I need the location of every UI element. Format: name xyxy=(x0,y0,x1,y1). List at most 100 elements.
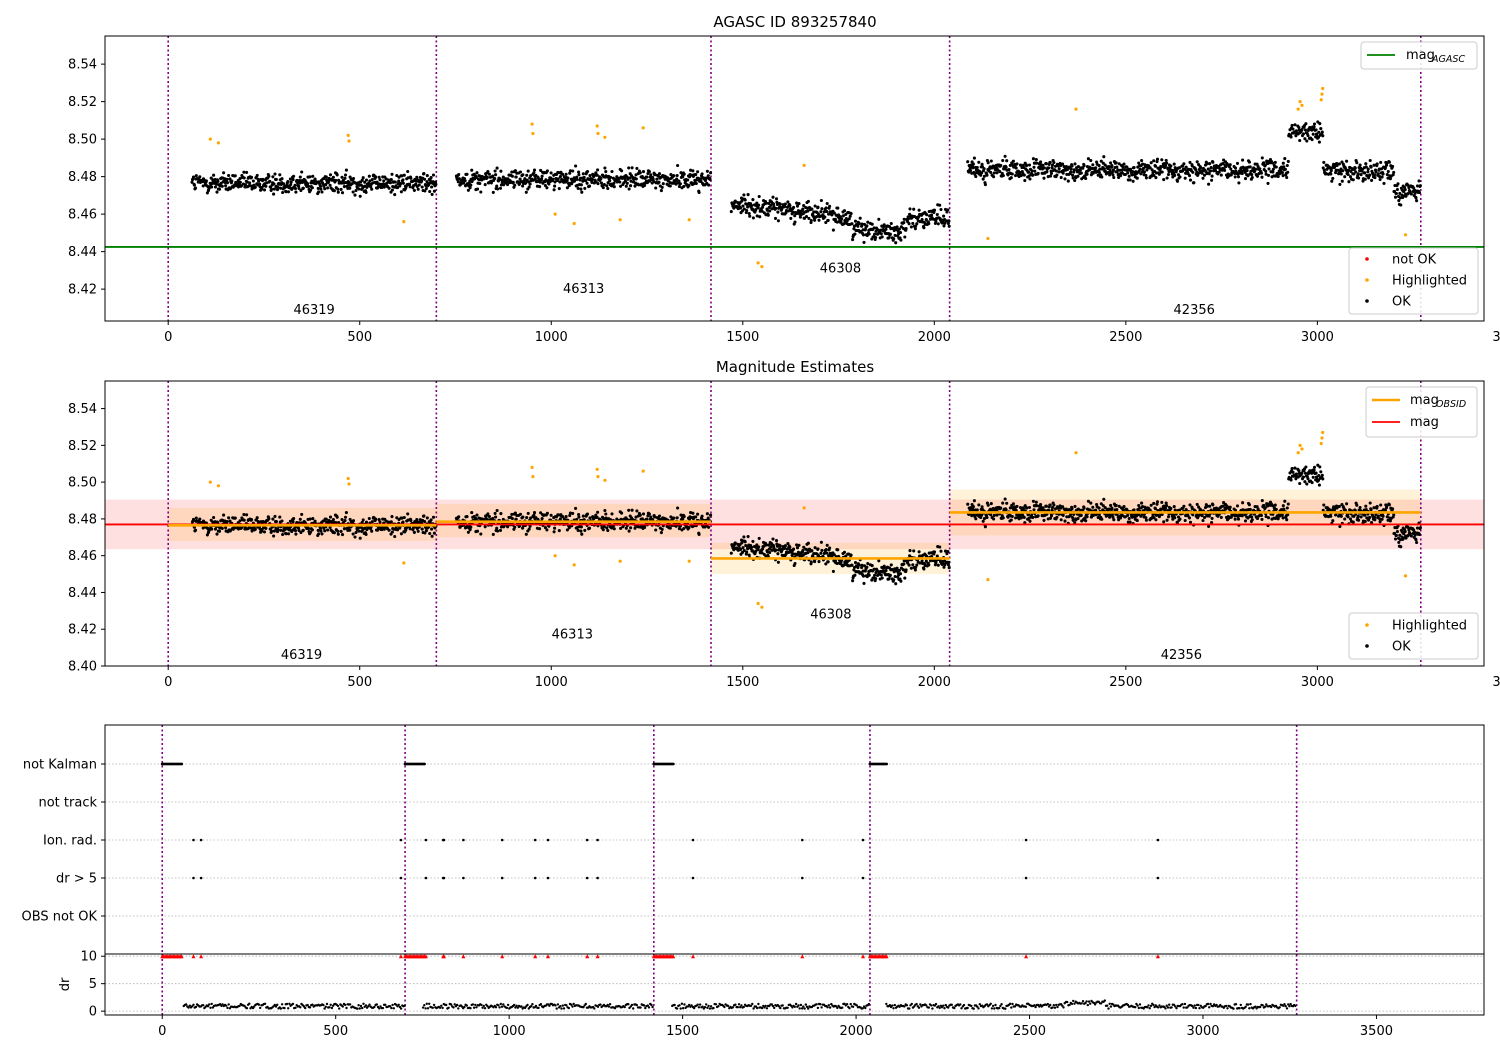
ok-point xyxy=(282,182,286,186)
ok-point xyxy=(1123,515,1127,519)
ok-point xyxy=(612,527,616,531)
ok-point xyxy=(757,203,761,207)
ok-point xyxy=(1079,171,1083,175)
ok-point xyxy=(261,177,265,181)
ok-point xyxy=(822,210,826,214)
ok-point xyxy=(982,167,986,171)
ok-point xyxy=(557,187,561,191)
ok-point xyxy=(225,177,229,181)
ok-point xyxy=(354,530,358,535)
ok-point xyxy=(1084,519,1088,523)
ok-point xyxy=(798,215,802,219)
ok-point xyxy=(1011,502,1015,506)
ok-point xyxy=(249,518,254,522)
ok-point xyxy=(971,162,975,166)
ok-point xyxy=(1270,161,1275,165)
ok-point xyxy=(609,175,613,179)
ok-point xyxy=(363,180,367,184)
ok-point xyxy=(1153,164,1158,168)
ok-point xyxy=(293,186,298,191)
ok-point xyxy=(980,505,984,509)
ok-point xyxy=(495,526,499,530)
ok-point xyxy=(969,168,973,173)
ok-point xyxy=(425,174,429,178)
ok-point xyxy=(793,561,797,566)
ok-point xyxy=(853,561,858,565)
ok-point xyxy=(772,544,776,548)
ok-point xyxy=(272,187,276,191)
ok-point xyxy=(755,201,759,205)
ok-point xyxy=(1414,196,1418,200)
ok-point xyxy=(276,527,280,531)
ok-point xyxy=(1303,137,1307,141)
ok-point xyxy=(1318,122,1322,126)
ok-point xyxy=(915,563,919,567)
ok-point xyxy=(292,174,296,178)
ok-point xyxy=(487,514,491,519)
ok-point xyxy=(1260,499,1264,503)
ok-point xyxy=(1415,184,1420,188)
ok-point xyxy=(675,516,679,520)
ok-point xyxy=(388,181,393,185)
ok-point xyxy=(1259,171,1263,175)
ok-point xyxy=(858,216,862,220)
ok-point xyxy=(340,175,344,179)
highlighted-point xyxy=(603,135,607,139)
ok-point xyxy=(1004,165,1008,169)
ok-point xyxy=(487,172,491,176)
ok-point xyxy=(1121,165,1125,169)
ok-point xyxy=(633,526,637,530)
ok-point xyxy=(977,503,981,507)
ok-point xyxy=(1404,194,1408,198)
ok-point xyxy=(742,207,746,211)
legend-label: Highlighted xyxy=(1392,274,1467,289)
ok-point xyxy=(1364,162,1368,166)
ok-point xyxy=(1260,175,1264,179)
ok-point xyxy=(1035,161,1039,165)
ok-point xyxy=(1351,520,1355,524)
ok-point xyxy=(1054,169,1058,173)
ok-point xyxy=(191,175,196,179)
ok-point xyxy=(301,186,305,190)
ok-point xyxy=(1027,505,1032,510)
ok-point xyxy=(972,156,976,160)
ok-point xyxy=(360,520,364,524)
ok-point xyxy=(1260,517,1264,521)
ok-point xyxy=(457,515,461,519)
ok-point xyxy=(364,178,369,182)
ok-point xyxy=(1293,123,1297,127)
ok-point xyxy=(1370,521,1374,525)
ok-point xyxy=(605,526,609,530)
ok-point xyxy=(1030,169,1034,173)
ok-point xyxy=(521,184,525,188)
ok-point xyxy=(641,512,646,516)
ok-point xyxy=(1057,167,1061,171)
ok-point xyxy=(708,177,712,181)
ok-point xyxy=(1187,516,1192,520)
ok-point xyxy=(1115,165,1119,169)
ok-point xyxy=(343,515,348,519)
ok-point xyxy=(1213,168,1218,173)
ok-point xyxy=(791,552,795,556)
ok-point xyxy=(1235,161,1240,165)
ok-point xyxy=(367,516,371,521)
ok-point xyxy=(866,562,870,566)
ok-point xyxy=(390,530,394,534)
ok-point xyxy=(343,176,347,180)
ok-point xyxy=(1393,537,1398,541)
ok-point xyxy=(468,186,472,190)
ok-point xyxy=(801,207,805,211)
ok-point xyxy=(1070,164,1074,168)
ok-point xyxy=(1073,178,1077,183)
ok-point xyxy=(904,568,908,572)
ok-point xyxy=(999,163,1003,167)
ok-point xyxy=(1303,471,1308,475)
ok-point xyxy=(479,532,483,536)
ok-point xyxy=(968,166,972,170)
ok-point xyxy=(308,188,313,192)
ok-point xyxy=(1417,190,1422,195)
ok-point xyxy=(856,224,860,228)
ok-point xyxy=(1358,505,1362,510)
ok-point xyxy=(465,515,469,519)
